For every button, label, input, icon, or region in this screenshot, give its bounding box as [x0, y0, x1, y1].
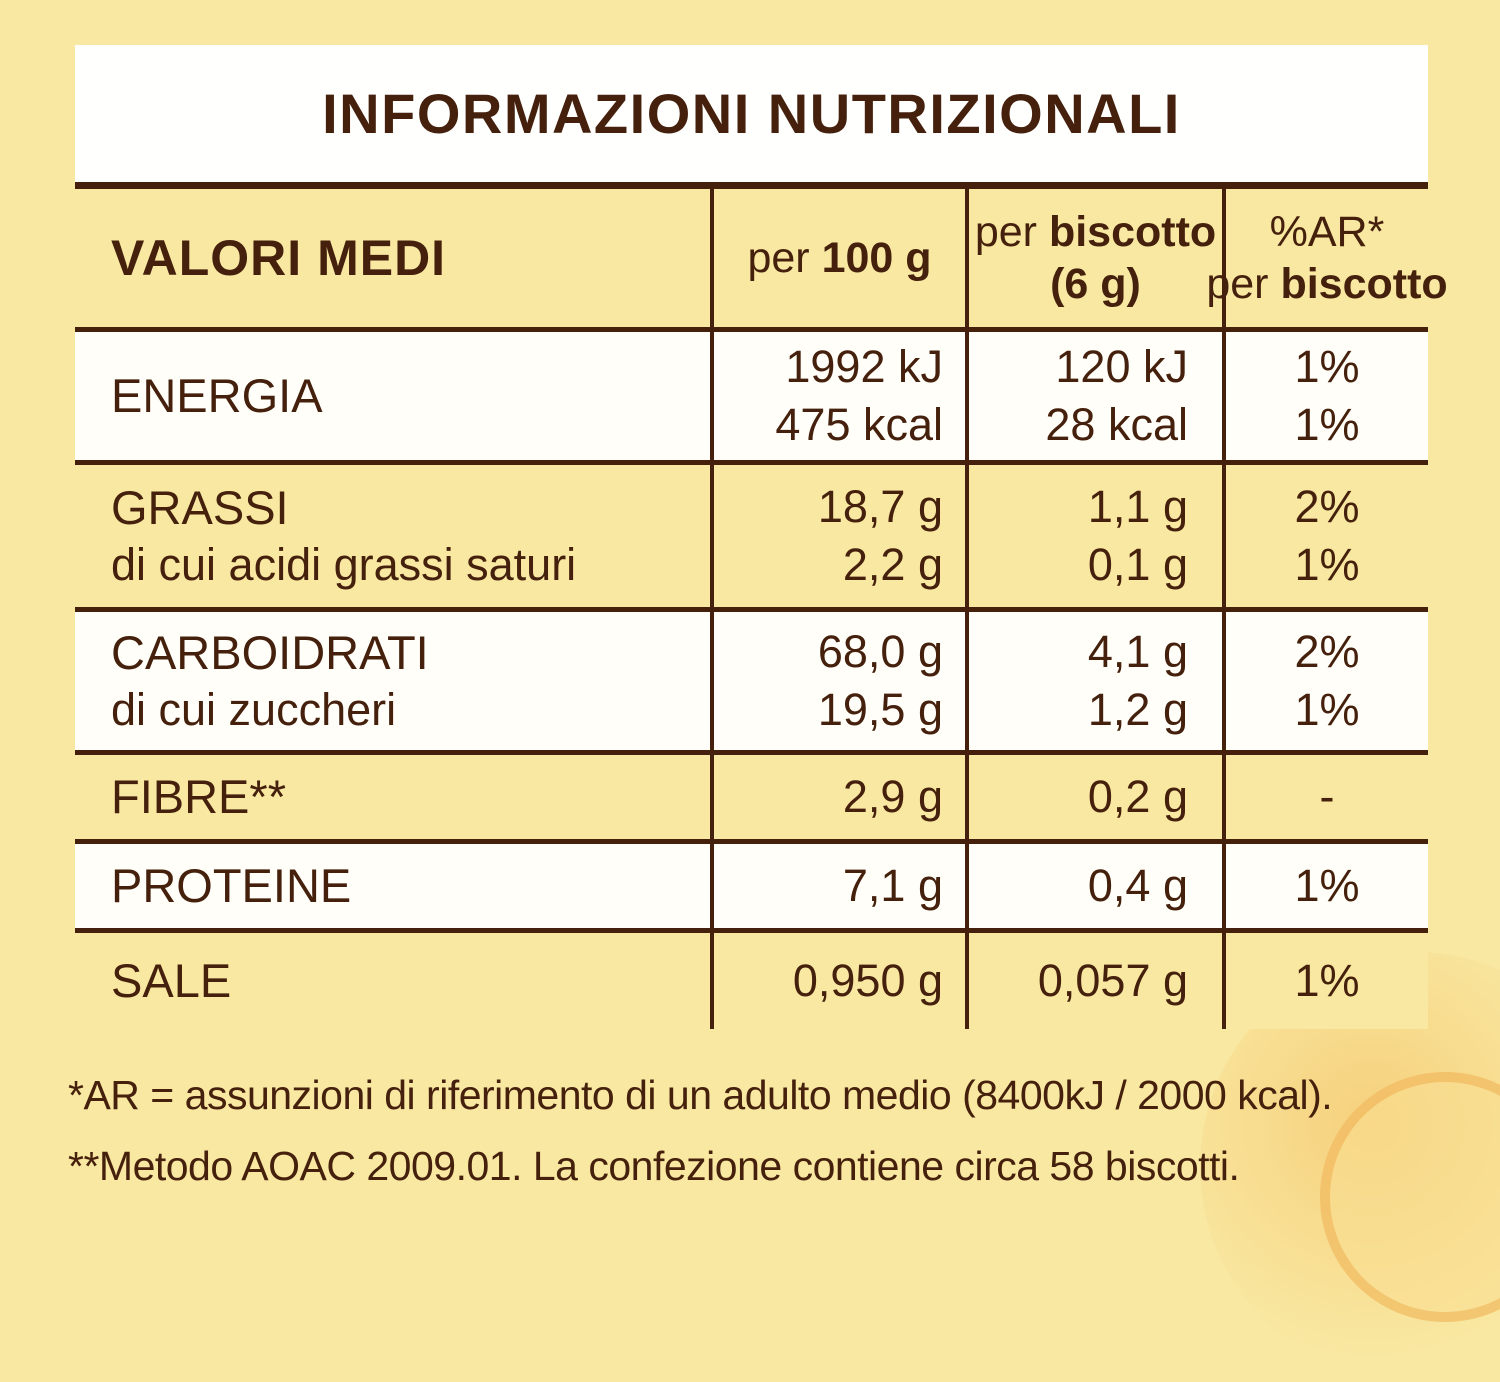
- value: 4,1 g: [1087, 625, 1188, 677]
- value: 2,2 g: [842, 539, 943, 590]
- row-label-cell: ENERGIA: [75, 332, 710, 460]
- row-label: PROTEINE: [111, 859, 352, 913]
- row-label: SALE: [111, 954, 232, 1008]
- value: 68,0 g: [817, 625, 943, 677]
- per-biscotto-cell: 1,1 g 0,1 g: [965, 465, 1222, 607]
- value: -: [1319, 770, 1335, 822]
- value: 18,7 g: [817, 480, 943, 532]
- value: 28 kcal: [1045, 399, 1188, 450]
- per-biscotto-cell: 0,4 g: [965, 844, 1222, 928]
- footnote-metodo: **Metodo AOAC 2009.01. La confezione con…: [68, 1142, 1240, 1189]
- title-band: INFORMAZIONI NUTRIZIONALI: [75, 45, 1428, 182]
- value: 1,2 g: [1087, 684, 1188, 735]
- value: 0,2 g: [1087, 770, 1188, 822]
- per-100g-cell: 2,9 g: [710, 755, 965, 839]
- table-row-fibre: FIBRE** 2,9 g 0,2 g -: [75, 755, 1428, 844]
- nutrition-label: INFORMAZIONI NUTRIZIONALI VALORI MEDI pe…: [68, 45, 1500, 1382]
- per-100g-cell: 18,7 g 2,2 g: [710, 465, 965, 607]
- per-100g-cell: 1992 kJ 475 kcal: [710, 332, 965, 460]
- row-label-cell: PROTEINE: [75, 844, 710, 928]
- row-label-cell: CARBOIDRATI di cui zuccheri: [75, 612, 710, 750]
- value: 2,9 g: [842, 770, 943, 822]
- footnotes: *AR = assunzioni di riferimento di un ad…: [68, 1060, 1333, 1201]
- value: 120 kJ: [1055, 340, 1188, 392]
- value: 1%: [1294, 399, 1360, 450]
- row-sublabel: di cui zuccheri: [111, 684, 397, 736]
- footnote-ar: *AR = assunzioni di riferimento di un ad…: [68, 1072, 1333, 1118]
- per-biscotto-cell: 120 kJ 28 kcal: [965, 332, 1222, 460]
- percent-ar-cell: -: [1222, 755, 1428, 839]
- percent-ar-cell: 1%: [1222, 844, 1428, 928]
- table-row-energia: ENERGIA 1992 kJ 475 kcal 120 kJ 28 kcal …: [75, 332, 1428, 465]
- value: 1,1 g: [1087, 480, 1188, 532]
- value: 1%: [1294, 954, 1360, 1006]
- value: 0,057 g: [1037, 954, 1188, 1006]
- value: 7,1 g: [842, 859, 943, 911]
- value: 19,5 g: [817, 684, 943, 735]
- header-percent-ar: %AR* per biscotto: [1206, 189, 1448, 327]
- value: 2%: [1294, 625, 1360, 677]
- row-label: GRASSI: [111, 481, 289, 535]
- percent-ar-cell: 2% 1%: [1222, 612, 1428, 750]
- page-title: INFORMAZIONI NUTRIZIONALI: [322, 82, 1181, 145]
- value: 1992 kJ: [785, 340, 943, 392]
- per-biscotto-cell: 4,1 g 1,2 g: [965, 612, 1222, 750]
- value: 1%: [1294, 684, 1360, 735]
- value: 2%: [1294, 480, 1360, 532]
- table-row-carboidrati: CARBOIDRATI di cui zuccheri 68,0 g 19,5 …: [75, 612, 1428, 755]
- value: 1%: [1294, 859, 1360, 911]
- per-biscotto-cell: 0,057 g: [965, 933, 1222, 1029]
- percent-ar-cell: 2% 1%: [1222, 465, 1428, 607]
- per-100g-cell: 68,0 g 19,5 g: [710, 612, 965, 750]
- per-100g-cell: 0,950 g: [710, 933, 965, 1029]
- row-label: CARBOIDRATI: [111, 626, 429, 680]
- per-biscotto-cell: 0,2 g: [965, 755, 1222, 839]
- percent-ar-cell: 1%: [1222, 933, 1428, 1029]
- per-100g-cell: 7,1 g: [710, 844, 965, 928]
- row-label-cell: GRASSI di cui acidi grassi saturi: [75, 465, 710, 607]
- header-per-100g: per 100 g: [710, 189, 965, 327]
- header-per-biscotto: per biscotto (6 g): [965, 189, 1222, 327]
- row-label-cell: SALE: [75, 933, 710, 1029]
- value: 0,950 g: [792, 954, 943, 1006]
- table-row-proteine: PROTEINE 7,1 g 0,4 g 1%: [75, 844, 1428, 933]
- nutrition-table: VALORI MEDI per 100 g per biscotto (6 g)…: [75, 182, 1448, 1029]
- value: 1%: [1294, 340, 1360, 392]
- value: 0,4 g: [1087, 859, 1188, 911]
- row-label-cell: FIBRE**: [75, 755, 710, 839]
- value: 475 kcal: [775, 399, 943, 450]
- row-label: ENERGIA: [111, 369, 323, 423]
- table-row-sale: SALE 0,950 g 0,057 g 1%: [75, 933, 1428, 1029]
- row-sublabel: di cui acidi grassi saturi: [111, 539, 577, 591]
- value: 0,1 g: [1087, 539, 1188, 590]
- value: 1%: [1294, 539, 1360, 590]
- row-label: FIBRE**: [111, 770, 286, 824]
- percent-ar-cell: 1% 1%: [1222, 332, 1428, 460]
- header-valori-medi: VALORI MEDI: [111, 230, 447, 286]
- table-row-grassi: GRASSI di cui acidi grassi saturi 18,7 g…: [75, 465, 1428, 612]
- table-header-row: VALORI MEDI per 100 g per biscotto (6 g)…: [75, 189, 1448, 332]
